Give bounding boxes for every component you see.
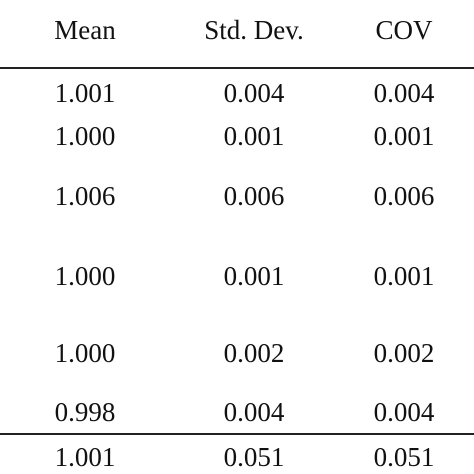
table-cell: 0.006 [223,181,285,211]
table-cell: 1.001 [54,78,116,108]
table-cell: 0.004 [373,397,435,427]
table-cell: 1.000 [54,261,116,291]
table-cell: 0.001 [223,121,285,151]
table-cell: 0.004 [223,78,285,108]
table-cell: 0.001 [373,261,435,291]
footer-cov: 0.051 [373,442,435,472]
table-cell: 0.004 [223,397,285,427]
table-cell: 0.004 [373,78,435,108]
table-cell: 0.001 [223,261,285,291]
header-mean: Mean [54,15,116,45]
table-cell: 1.000 [54,338,116,368]
table-cell: 0.002 [373,338,435,368]
header-cov: COV [375,15,433,45]
table-cell: 1.006 [54,181,116,211]
table-cell: 0.006 [373,181,435,211]
table-cell: 1.000 [54,121,116,151]
header-std-dev: Std. Dev. [204,15,304,45]
table-cell: 0.998 [54,397,116,427]
footer-rule [0,433,474,435]
footer-std-dev: 0.051 [223,442,285,472]
table-cell: 0.002 [223,338,285,368]
footer-mean: 1.001 [54,442,116,472]
table-cell: 0.001 [373,121,435,151]
header-rule [0,67,474,69]
